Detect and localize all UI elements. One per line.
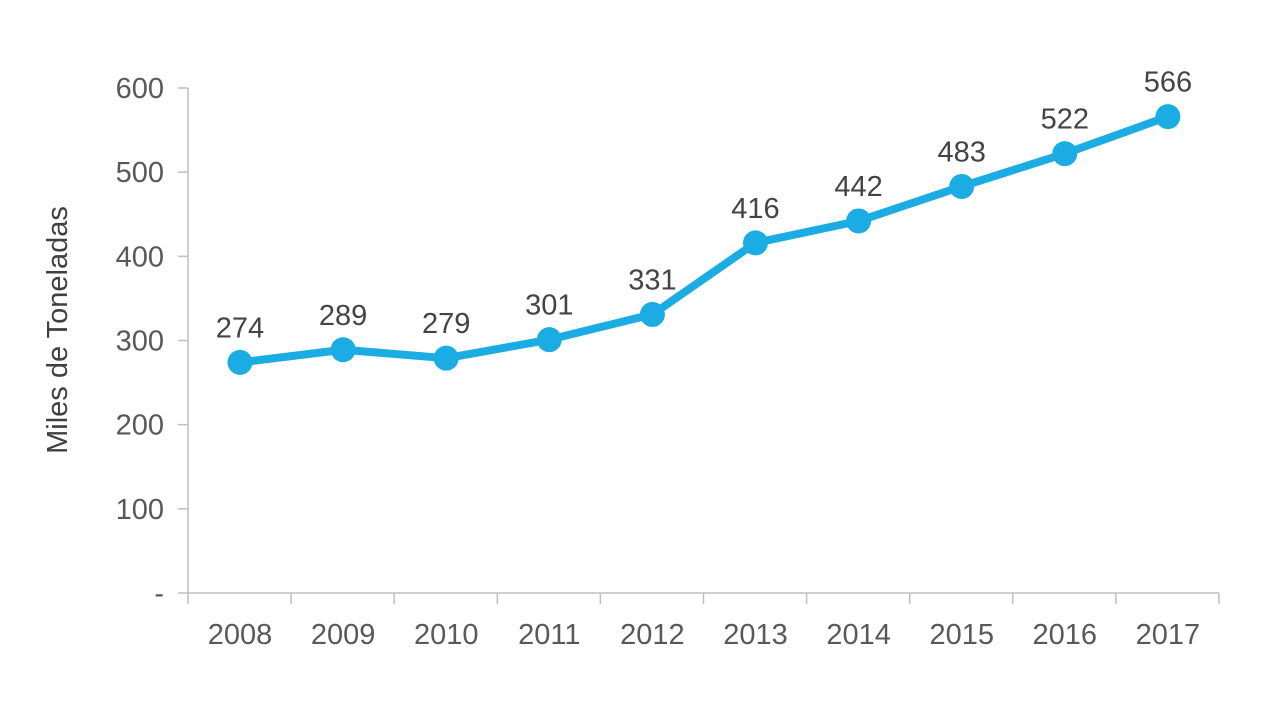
data-point-label: 566 (1144, 67, 1192, 99)
data-point-marker (639, 301, 665, 327)
x-tick-label: 2011 (518, 619, 580, 651)
x-tick-label: 2016 (1033, 619, 1098, 651)
data-point-label: 289 (319, 300, 367, 332)
data-point-marker (1052, 141, 1078, 167)
x-tick-label: 2017 (1136, 619, 1201, 651)
data-point-label: 331 (628, 264, 676, 296)
y-tick-label: 300 (116, 326, 164, 358)
y-tick-label: 500 (116, 157, 164, 189)
x-tick-label: 2012 (620, 619, 685, 651)
y-tick-label: 100 (116, 494, 164, 526)
data-point-label: 301 (525, 290, 573, 322)
data-point-label: 274 (216, 312, 264, 344)
y-tick-label: 600 (116, 73, 164, 105)
data-point-label: 483 (938, 136, 986, 168)
data-point-label: 279 (422, 308, 470, 340)
x-tick-label: 2014 (826, 619, 891, 651)
data-point-marker (1155, 104, 1181, 130)
x-tick-label: 2008 (208, 619, 273, 651)
data-point-marker (433, 345, 459, 371)
data-point-marker (846, 208, 872, 234)
y-tick-label: - (154, 578, 164, 610)
data-point-marker (330, 337, 356, 363)
data-point-marker (536, 327, 562, 353)
x-tick-label: 2015 (929, 619, 994, 651)
data-point-label: 442 (834, 171, 882, 203)
x-tick-label: 2013 (723, 619, 788, 651)
y-tick-label: 200 (116, 410, 164, 442)
data-point-label: 522 (1041, 104, 1089, 136)
data-point-marker (743, 230, 768, 256)
y-tick-label: 400 (116, 241, 164, 273)
x-tick-label: 2009 (311, 619, 376, 651)
data-point-marker (949, 173, 975, 199)
y-axis-title: Miles de Toneladas (42, 206, 74, 454)
x-tick-label: 2010 (414, 619, 479, 651)
series-line (236, 112, 1172, 367)
data-point-label: 416 (731, 193, 779, 225)
data-point-marker (227, 349, 253, 375)
